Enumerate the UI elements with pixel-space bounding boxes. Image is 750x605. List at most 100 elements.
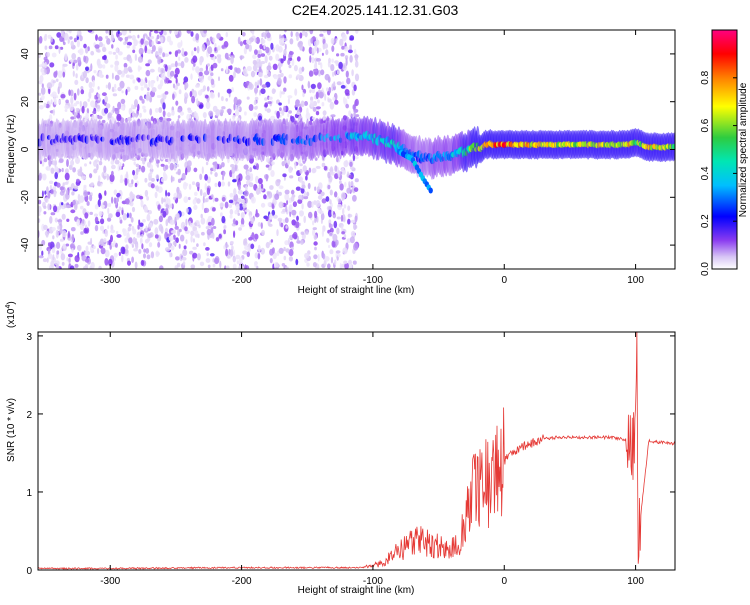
- spectrogram-noise-cell: [310, 83, 316, 89]
- spectrogram-noise-cell: [254, 81, 258, 88]
- spectrogram-noise-cell: [261, 84, 267, 88]
- spectrogram-noise-cell: [174, 73, 178, 79]
- spectrogram-noise-cell: [268, 213, 273, 220]
- spectrogram-noise-cell: [167, 198, 171, 206]
- spectrogram-noise-cell: [114, 242, 118, 248]
- spectrogram-noise-cell: [228, 74, 234, 82]
- spectrogram-noise-cell: [292, 201, 297, 208]
- spectrogram-noise-cell: [241, 32, 246, 37]
- spectrogram-noise-cell: [131, 158, 137, 161]
- spectrogram-noise-cell: [169, 162, 174, 171]
- spectrogram-noise-cell: [272, 252, 277, 260]
- spectrogram-noise-cell: [331, 45, 335, 52]
- spectrogram-noise-cell: [189, 90, 193, 98]
- spectrogram-noise-cell: [327, 263, 331, 269]
- spectrogram-noise-cell: [173, 234, 176, 240]
- spectrogram-noise-cell: [219, 260, 222, 269]
- spectrogram-noise-cell: [212, 226, 217, 229]
- spectrogram-noise-cell: [230, 51, 233, 56]
- spectrogram-noise-cell: [175, 100, 179, 106]
- spectrogram-noise-cell: [341, 45, 345, 50]
- colorbar-tick-label: 0.2: [700, 214, 711, 228]
- spectrogram-noise-cell: [147, 87, 150, 91]
- spectrogram-noise-cell: [285, 248, 290, 253]
- spectrogram-noise-cell: [114, 159, 120, 165]
- spectrogram-noise-cell: [221, 45, 225, 49]
- spectrogram-noise-cell: [352, 260, 357, 265]
- spectrogram-noise-cell: [65, 204, 71, 209]
- spectrogram-noise-cell: [289, 51, 294, 56]
- spectrogram-noise-cell: [111, 86, 115, 92]
- spectrogram-noise-cell: [315, 58, 322, 62]
- spectrogram-noise-cell: [321, 52, 324, 56]
- spectrogram-noise-cell: [132, 49, 136, 54]
- spectrogram-noise-cell: [284, 193, 290, 201]
- spectrogram-noise-cell: [41, 83, 44, 89]
- spectrogram-noise-cell: [53, 97, 57, 105]
- spectrogram-noise-cell: [162, 210, 167, 218]
- spectrogram-noise-cell: [270, 170, 275, 177]
- spectrogram-noise-cell: [119, 216, 122, 221]
- spectrogram-noise-cell: [153, 218, 159, 225]
- spectrogram-noise-cell: [116, 192, 121, 198]
- spectrogram-noise-cell: [294, 88, 298, 96]
- spectrogram-noise-cell: [300, 187, 305, 194]
- spectrogram-noise-cell: [296, 215, 299, 221]
- spectrogram-noise-cell: [84, 163, 87, 167]
- spectrogram-noise-cell: [339, 180, 342, 185]
- spectrogram-noise-cell: [146, 254, 151, 260]
- spectrogram-noise-cell: [327, 171, 331, 179]
- spectrogram-noise-cell: [289, 234, 293, 240]
- spectrogram-noise-cell: [204, 199, 208, 203]
- spectrogram-noise-cell: [287, 97, 290, 105]
- spectrogram-noise-cell: [351, 69, 354, 77]
- spectrogram-noise-cell: [318, 91, 324, 99]
- spectrogram-noise-cell: [183, 196, 189, 204]
- spectrogram-noise-cell: [41, 250, 44, 256]
- spectrogram-noise-cell: [194, 191, 198, 196]
- spectrogram-noise-cell: [51, 52, 57, 58]
- spectrogram-noise-cell: [42, 173, 47, 181]
- spectrogram-noise-cell: [138, 219, 141, 225]
- spectrogram-noise-cell: [184, 96, 188, 104]
- spectrogram-noise-cell: [130, 217, 134, 223]
- spectrogram-noise-cell: [178, 56, 181, 61]
- spectrogram-noise-cell: [98, 69, 103, 78]
- spectrogram-noise-cell: [119, 162, 122, 171]
- spectrogram-noise-cell: [221, 96, 224, 102]
- spectrogram-noise-cell: [50, 212, 56, 216]
- spectrogram-noise-cell: [140, 200, 144, 208]
- spectrogram-noise-cell: [116, 113, 122, 122]
- spectrogram-noise-cell: [121, 208, 124, 216]
- spectrogram-noise-cell: [46, 186, 49, 195]
- spectrogram-noise-cell: [280, 222, 284, 228]
- spectrogram-noise-cell: [316, 47, 319, 54]
- spectrogram-noise-cell: [340, 85, 346, 89]
- spectrogram-noise-cell: [353, 223, 357, 230]
- spectrogram-noise-cell: [233, 96, 238, 105]
- spectrogram-y-ticks: -40 -20 0 20 40: [20, 48, 675, 252]
- spectrogram-noise-cell: [39, 105, 44, 110]
- spectrogram-noise-cell: [244, 264, 247, 269]
- spectrogram-noise-cell: [85, 245, 89, 253]
- spectrogram-noise-cell: [336, 227, 340, 235]
- spectrogram-noise-cell: [115, 47, 119, 54]
- spectrogram-noise-cell: [246, 39, 250, 44]
- spectrogram-noise-cell: [61, 213, 66, 220]
- spectrogram-noise-cell: [267, 72, 271, 77]
- spectrogram-noise-cell: [139, 66, 142, 70]
- spectrogram-noise-cell: [134, 113, 139, 118]
- spectrogram-noise-cell: [299, 163, 303, 167]
- spectrogram-noise-cell: [237, 198, 242, 203]
- spectrogram-noise-cell: [154, 107, 159, 113]
- spectrogram-noise-cell: [306, 262, 310, 267]
- spectrogram-noise-cell: [46, 51, 50, 58]
- spectrogram-noise-cell: [98, 211, 103, 217]
- spectrogram-noise-cell: [83, 184, 87, 189]
- spectrogram-noise-cell: [322, 253, 326, 260]
- spectrogram-noise-cell: [70, 227, 76, 232]
- spectrogram-noise-cell: [287, 158, 291, 166]
- spectrogram-noise-cell: [342, 63, 347, 71]
- spectrogram-noise-cell: [139, 78, 144, 87]
- spectrogram-noise-cell: [233, 249, 236, 257]
